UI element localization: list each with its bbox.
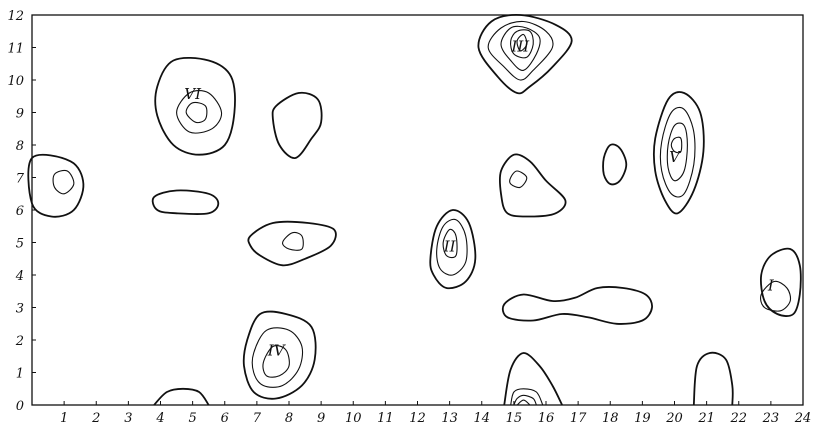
contour-i-outer	[760, 247, 802, 317]
y-tick-label: 4	[15, 269, 24, 284]
contour-j-core	[516, 399, 531, 406]
x-tick-label: 17	[570, 411, 587, 426]
y-tick-label: 1	[16, 367, 24, 382]
contour-iii-l2	[487, 20, 554, 81]
x-tick-label: 1	[60, 411, 68, 426]
contour-ii-inner	[442, 228, 458, 259]
y-tick-label: 11	[7, 42, 24, 57]
contour-c-outer	[271, 91, 323, 159]
contour-iv-l3	[262, 345, 290, 378]
x-tick-label: 21	[697, 411, 715, 426]
x-tick-label: 19	[634, 411, 651, 426]
x-tick-label: 12	[409, 411, 426, 426]
plot-border	[31, 14, 804, 406]
x-tick-label: 7	[253, 411, 262, 426]
peak-label-v: V	[669, 148, 682, 166]
contour-iii-l1	[477, 14, 573, 95]
y-tick-label: 0	[16, 399, 24, 414]
contour-iii-l3	[500, 25, 541, 71]
contour-h-outer	[153, 387, 210, 406]
contour-j-inner	[513, 394, 537, 406]
x-tick-label: 3	[124, 411, 132, 426]
x-tick-label: 4	[155, 411, 164, 426]
y-tick-label: 12	[7, 9, 24, 24]
contour-v-l4	[670, 136, 683, 154]
x-tick-label: 16	[538, 411, 555, 426]
peak-label-vi: VI	[184, 85, 202, 103]
y-tick-label: 3	[16, 302, 24, 317]
x-tick-label: 6	[221, 411, 229, 426]
peak-label-i: I	[767, 277, 775, 295]
contour-a-inner	[52, 169, 75, 195]
contour-k-outer	[692, 351, 734, 406]
y-tick-label: 8	[16, 139, 24, 154]
contour-iii-l4	[510, 29, 534, 59]
x-tick-label: 23	[762, 411, 780, 426]
y-tick-label: 5	[16, 237, 24, 252]
contour-lines	[27, 14, 802, 406]
contour-v-l2	[659, 106, 696, 198]
peak-label-iv: IV	[267, 342, 287, 360]
contour-ii-mid	[436, 218, 468, 276]
contour-vi-outer	[154, 56, 236, 156]
contour-iv-l1	[242, 310, 317, 400]
x-tick-label: 15	[506, 411, 523, 426]
x-tick-label: 8	[285, 411, 293, 426]
contour-ii-outer	[429, 209, 477, 290]
contour-vi-inner	[185, 101, 208, 124]
x-tick-label: 10	[345, 411, 362, 426]
contour-d-outer	[247, 220, 337, 267]
peak-label-ii: II	[443, 238, 457, 256]
y-tick-label: 6	[16, 204, 24, 219]
contour-v-l3	[666, 122, 688, 182]
contour-iii-l5	[516, 33, 528, 52]
y-tick-label: 10	[7, 74, 24, 89]
contour-e-outer	[498, 153, 567, 218]
x-tick-label: 5	[188, 411, 196, 426]
contour-e-inner	[509, 170, 528, 189]
peak-label-iii: III	[510, 38, 530, 56]
contour-v-l1	[652, 91, 705, 215]
contour-g-outer	[501, 286, 653, 325]
x-axis-ticks: 1 2 3 4 5 6 7 8 9 10 11 12 13 14 15 16 17 18 19 20 21 22 23 24	[60, 401, 811, 426]
contour-j-mid	[510, 388, 544, 406]
y-tick-label: 7	[16, 172, 25, 187]
x-tick-label: 13	[441, 411, 458, 426]
contour-d-inner	[282, 231, 304, 251]
x-tick-label: 20	[665, 411, 683, 426]
y-tick-label: 9	[16, 107, 24, 122]
contour-b-outer	[151, 189, 220, 216]
contour-i-inner	[760, 280, 792, 312]
y-tick-label: 2	[15, 334, 24, 349]
contour-iv-l2	[251, 327, 304, 388]
x-tick-label: 22	[729, 411, 747, 426]
x-tick-label: 9	[317, 411, 325, 426]
x-tick-label: 2	[91, 411, 100, 426]
x-tick-label: 11	[377, 411, 394, 426]
contour-vi-mid	[176, 90, 223, 134]
x-tick-label: 14	[473, 411, 490, 426]
x-tick-label: 18	[602, 411, 619, 426]
contour-f-outer	[602, 143, 628, 186]
plot-frame	[31, 14, 804, 406]
x-tick-label: 24	[794, 411, 812, 426]
contour-j-outer	[503, 352, 563, 406]
contour-a-outer	[27, 153, 85, 218]
